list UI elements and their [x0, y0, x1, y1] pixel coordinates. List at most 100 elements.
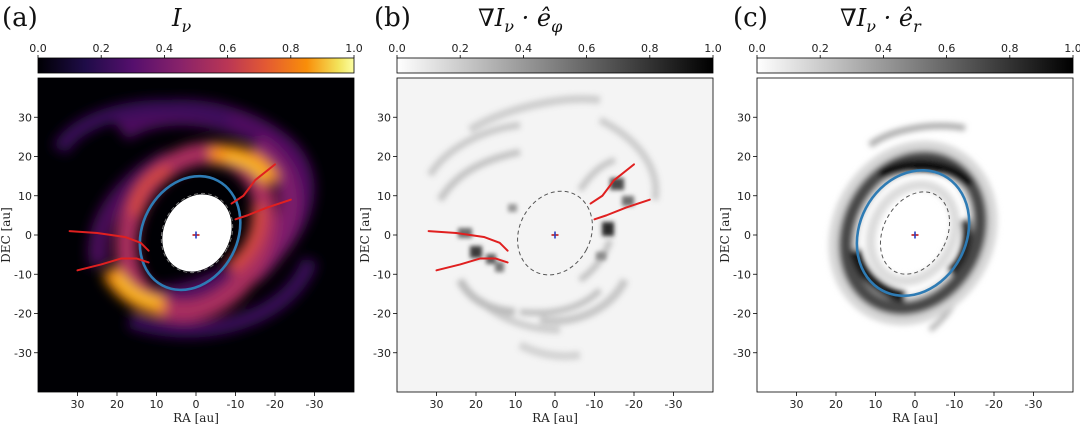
colorbar-a: 0.0 0.2 0.4 0.6 0.8 1.0	[29, 42, 363, 74]
title-b: ∇Iν · êφ	[478, 4, 563, 36]
colorbar-tick-label: 0.6	[938, 42, 956, 55]
inner-hole-outline-a	[160, 192, 234, 274]
panel-label-c: (c)	[733, 3, 768, 33]
heatmap-c	[828, 123, 998, 332]
y-tick-label: -10	[373, 268, 391, 281]
x-tick-label: -20	[985, 398, 1003, 411]
y-tick-label: 10	[18, 190, 32, 203]
y-axis-label: DEC [au]	[718, 207, 732, 263]
y-tick-label: 30	[18, 111, 32, 124]
y-tick-label: 30	[737, 111, 751, 124]
overlay-b	[427, 163, 651, 276]
x-axis-label: RA [au]	[892, 411, 938, 424]
colorbar-tick-label: 0.2	[811, 42, 829, 55]
x-tick-label: -30	[1025, 398, 1043, 411]
x-tick-label: 30	[430, 398, 444, 411]
x-tick-label: 0	[552, 398, 559, 411]
x-tick-label: 20	[110, 398, 124, 411]
colorbar-c-ticks: 0.0 0.2 0.4 0.6 0.8 1.0	[748, 42, 1080, 58]
title-c-sub: ν	[866, 17, 876, 36]
y-tick-label: 20	[18, 151, 32, 164]
spiral-marker-line	[593, 198, 651, 221]
panel-c: (c) ∇Iν · êr 0.0 0.2 0.4 0.6 0.8 1.0	[718, 3, 1080, 424]
x-tick-label: 10	[509, 398, 523, 411]
axes-a: 30 20 10 0 -10 -20 -30 30 20 10 0 -10 -20 -30 RA [au] D…	[0, 111, 323, 424]
x-tick-label: -20	[625, 398, 643, 411]
title-b-sub2: φ	[551, 17, 563, 36]
fitted-ellipse	[855, 168, 971, 298]
axes-c: 30 20 10 0 -10 -20 -30 30 20 10 0 -10 -20 -30 RA [au] D…	[718, 111, 1042, 424]
x-tick-label: 30	[71, 398, 85, 411]
y-tick-label: -20	[373, 308, 391, 321]
x-tick-label: 0	[912, 398, 919, 411]
plot-area-c: 30 20 10 0 -10 -20 -30 30 20 10 0 -10 -20 -30 RA [au] D…	[718, 77, 1074, 424]
y-tick-label: 30	[377, 111, 391, 124]
colorbar-tick-label: 0.4	[875, 42, 893, 55]
y-tick-label: -10	[14, 268, 32, 281]
colorbar-tick-label: 0.4	[515, 42, 533, 55]
colorbar-tick-label: 0.8	[641, 42, 659, 55]
heatmap-a	[52, 99, 318, 338]
title-a-main: I	[171, 4, 182, 32]
y-tick-label: -30	[733, 347, 751, 360]
spiral-marker-line	[234, 198, 292, 221]
y-axis-label: DEC [au]	[358, 207, 372, 263]
y-axis-label: DEC [au]	[0, 207, 13, 263]
fitted-ellipse	[138, 174, 242, 292]
overlay-a	[68, 163, 292, 292]
colorbar-tick-label: 0.6	[219, 42, 237, 55]
x-tick-label: -30	[665, 398, 683, 411]
axes-b: 30 20 10 0 -10 -20 -30 30 20 10 0 -10 -20 -30 RA [au] D…	[358, 111, 682, 424]
x-tick-label: 0	[193, 398, 200, 411]
colorbar-tick-label: 1.0	[1064, 42, 1080, 55]
spiral-marker-line	[435, 257, 509, 272]
title-a-sub: ν	[181, 17, 191, 36]
colorbar-tick-label: 0.0	[388, 42, 406, 55]
title-a: Iν	[171, 4, 191, 36]
inner-hole-a	[162, 194, 232, 272]
x-tick-label: -10	[946, 398, 964, 411]
x-tick-label: 20	[469, 398, 483, 411]
colorbar-tick-label: 0.0	[748, 42, 766, 55]
y-tick-label: 10	[377, 190, 391, 203]
colorbar-tick-label: 0.8	[282, 42, 300, 55]
colorbar-a-gradient	[37, 57, 355, 74]
x-tick-label: -20	[266, 398, 284, 411]
panel-label-a: (a)	[2, 3, 38, 33]
x-tick-label: 30	[790, 398, 804, 411]
colorbar-tick-label: 0.6	[578, 42, 596, 55]
x-tick-label: -30	[306, 398, 324, 411]
y-tick-label: 10	[737, 190, 751, 203]
y-tick-label: 0	[25, 229, 32, 242]
dashed-ellipse	[517, 190, 593, 276]
title-c: ∇Iν · êr	[840, 4, 922, 36]
y-tick-label: -20	[733, 308, 751, 321]
plot-area-b: 30 20 10 0 -10 -20 -30 30 20 10 0 -10 -20 -30 RA [au] D…	[358, 77, 714, 424]
heatmap-b	[426, 95, 660, 361]
title-b-main: ∇I	[478, 4, 505, 32]
spiral-marker-line	[589, 163, 635, 205]
colorbar-b-gradient	[396, 57, 714, 74]
x-axis-label: RA [au]	[173, 411, 219, 424]
y-tick-label: 0	[384, 229, 391, 242]
colorbar-tick-label: 0.4	[156, 42, 174, 55]
panel-a: (a) Iν 0.0 0.2 0.4 0.6 0.8 1.0	[0, 3, 363, 424]
y-tick-label: -30	[373, 347, 391, 360]
y-tick-label: -20	[14, 308, 32, 321]
colorbar-tick-label: 0.2	[92, 42, 110, 55]
colorbar-tick-label: 1.0	[704, 42, 722, 55]
title-c-sub2: r	[913, 17, 922, 36]
spiral-marker-line	[427, 230, 509, 252]
spiral-marker-line	[68, 230, 150, 252]
spiral-marker-line	[76, 257, 150, 272]
y-tick-label: 20	[737, 151, 751, 164]
colorbar-tick-label: 0.8	[1001, 42, 1019, 55]
panel-label-b: (b)	[374, 3, 411, 33]
y-tick-label: -30	[14, 347, 32, 360]
y-tick-label: 20	[377, 151, 391, 164]
colorbar-a-ticks: 0.0 0.2 0.4 0.6 0.8 1.0	[29, 42, 363, 58]
x-axis-label: RA [au]	[532, 411, 578, 424]
x-tick-label: 10	[869, 398, 883, 411]
x-tick-label: -10	[227, 398, 245, 411]
title-c-dot: · ê	[876, 4, 913, 32]
